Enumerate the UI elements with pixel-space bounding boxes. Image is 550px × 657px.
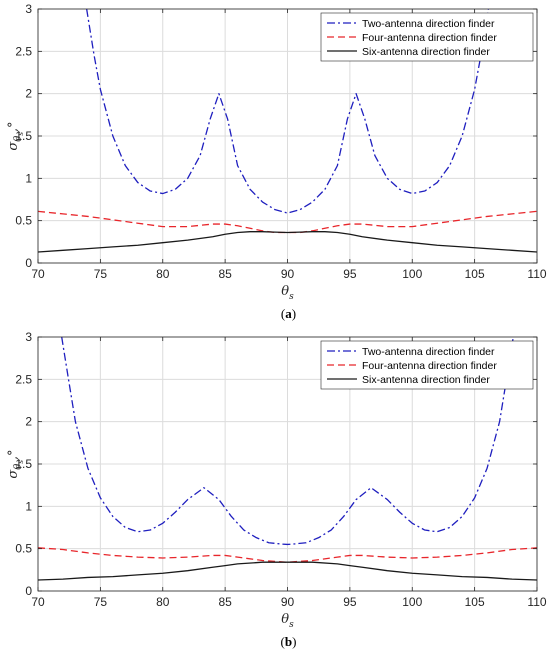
legend: Two-antenna direction finder Four-antenna… [320, 12, 534, 62]
y-axis-label-main: σ [6, 141, 21, 151]
series-line-1 [61, 336, 514, 546]
series-line-3 [37, 231, 538, 253]
series-line-3 [37, 561, 538, 581]
series-line-1 [86, 8, 489, 214]
y-axis-label-tail: ,° [6, 121, 21, 132]
x-tick-label: 70 [31, 267, 45, 281]
legend-label-2: Four-antenna direction finder [362, 360, 497, 372]
chart-panel-b: 70 75 80 85 90 95 100 105 110 0 0.5 1 1.5 2 2.5 3 θs σθs,… [0, 328, 550, 657]
x-axis-label: θs [281, 612, 294, 630]
x-axis-label-main: θ [281, 284, 289, 299]
x-tick-label: 80 [156, 595, 170, 609]
x-tick-label: 85 [218, 267, 232, 281]
y-axis-label-sub: θ [13, 464, 24, 470]
panel-label-letter: a [285, 306, 292, 321]
panel-label: (b) [281, 634, 297, 649]
y-tick-label: 2 [25, 87, 32, 101]
x-tick-label: 105 [465, 267, 485, 281]
y-axis-label-tail: ,° [6, 449, 21, 460]
legend-box [320, 340, 534, 390]
y-axis-label: σθs,° [6, 449, 25, 478]
y-tick-label: 1.5 [15, 129, 32, 143]
series-line-2 [37, 547, 538, 563]
x-tick-label: 95 [343, 595, 357, 609]
x-tick-label: 100 [402, 595, 422, 609]
y-tick-label: 3 [25, 330, 32, 344]
x-tick-label: 100 [402, 267, 422, 281]
y-tick-label: 3 [25, 2, 32, 16]
y-tick-label: 0.5 [15, 214, 32, 228]
x-axis-label-sub: s [289, 292, 294, 302]
legend-box [320, 12, 534, 62]
x-tick-label: 80 [156, 267, 170, 281]
y-tick-label: 1.5 [15, 457, 32, 471]
legend-label-3: Six-antenna direction finder [362, 46, 490, 58]
panel-label-letter: b [285, 634, 292, 649]
x-tick-label: 110 [527, 267, 546, 281]
y-axis-label-main: σ [6, 469, 21, 479]
x-tick-label: 85 [218, 595, 232, 609]
y-tick-label: 1 [25, 499, 32, 513]
x-axis-label-main: θ [281, 612, 289, 627]
y-tick-label: 1 [25, 171, 32, 185]
panel-label-close: ) [292, 306, 296, 321]
y-axis-label-subsub: s [17, 460, 25, 464]
x-tick-label: 105 [465, 595, 485, 609]
chart-b-svg: 70 75 80 85 90 95 100 105 11000.511.522.53θsσθs,… [6, 330, 547, 649]
x-axis-label: θs [281, 284, 294, 302]
x-tick-label: 110 [527, 595, 546, 609]
x-tick-label: 75 [94, 267, 108, 281]
x-tick-label: 75 [94, 595, 108, 609]
x-axis-label-sub: s [289, 620, 294, 630]
y-tick-label: 0 [25, 584, 32, 598]
legend-label-1: Two-antenna direction finder [362, 346, 495, 358]
y-tick-label: 0 [25, 256, 32, 270]
panel-label: (a) [281, 306, 296, 321]
legend-label-2: Four-antenna direction finder [362, 32, 497, 44]
panel-label-close: ) [292, 634, 296, 649]
x-tick-label: 90 [281, 595, 295, 609]
legend-label-3: Six-antenna direction finder [362, 374, 490, 386]
x-tick-label: 95 [343, 267, 357, 281]
y-axis-label: σθs,° [6, 121, 25, 150]
x-tick-label: 70 [31, 595, 45, 609]
y-axis-label-sub: θ [13, 136, 24, 142]
y-tick-label: 0.5 [15, 542, 32, 556]
y-tick-label: 2 [25, 415, 32, 429]
legend-label-1: Two-antenna direction finder [362, 18, 495, 30]
panel-label-open: ( [281, 634, 285, 649]
x-tick-label: 90 [281, 267, 295, 281]
chart-a-svg: 70 75 80 85 90 95 100 105 11000.511.522.53θsσθs,… [6, 2, 547, 321]
y-tick-label: 2.5 [15, 44, 32, 58]
y-axis-label-subsub: s [17, 132, 25, 136]
y-tick-label: 2.5 [15, 372, 32, 386]
chart-panel-a: 70 75 80 85 90 95 100 105 110 0 0.5 1 1.5 2 2.5 3 θs σθs,… [0, 0, 550, 328]
panel-label-open: ( [281, 306, 285, 321]
legend: Two-antenna direction finder Four-antenna… [320, 340, 534, 390]
